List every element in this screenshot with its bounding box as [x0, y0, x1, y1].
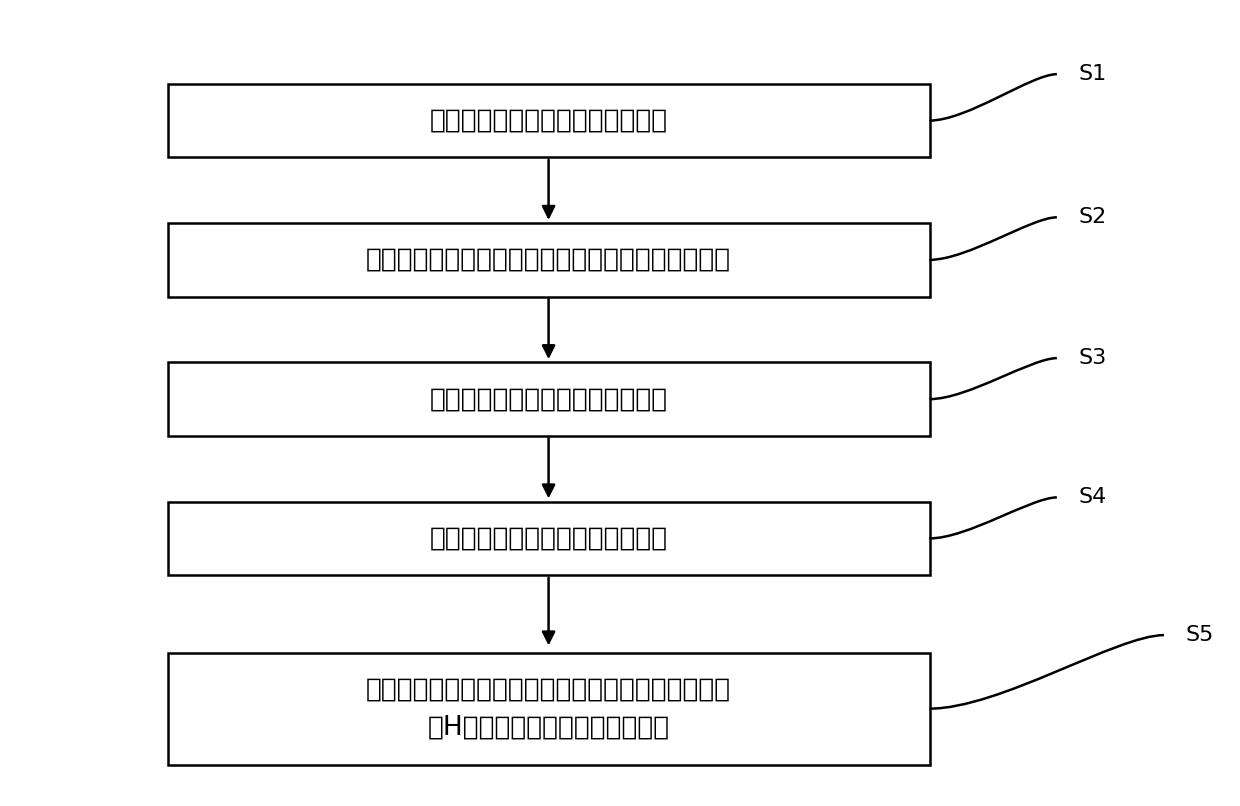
Text: S2: S2	[1079, 207, 1106, 227]
Text: 确定下风区叶片安装角的调节规律: 确定下风区叶片安装角的调节规律	[429, 526, 667, 551]
FancyBboxPatch shape	[167, 653, 930, 765]
Text: S3: S3	[1079, 348, 1106, 368]
Text: S5: S5	[1185, 625, 1214, 645]
FancyBboxPatch shape	[167, 223, 930, 297]
Text: S4: S4	[1079, 488, 1106, 508]
FancyBboxPatch shape	[167, 501, 930, 575]
Text: S1: S1	[1079, 64, 1106, 84]
FancyBboxPatch shape	[167, 363, 930, 436]
Text: 确定上风区、下风区理论最佳攻角: 确定上风区、下风区理论最佳攻角	[429, 107, 667, 134]
Text: 根据上风区和下风区叶片安装角的调节规律，实时调
节H型垂直轴风力发电机的安装角: 根据上风区和下风区叶片安装角的调节规律，实时调 节H型垂直轴风力发电机的安装角	[366, 676, 732, 741]
FancyBboxPatch shape	[167, 84, 930, 157]
Text: 获得上风区、下风区诱导速度和诱导因子的运算关系: 获得上风区、下风区诱导速度和诱导因子的运算关系	[366, 247, 732, 273]
Text: 确定上风区叶片安装角的调节规律: 确定上风区叶片安装角的调节规律	[429, 386, 667, 412]
